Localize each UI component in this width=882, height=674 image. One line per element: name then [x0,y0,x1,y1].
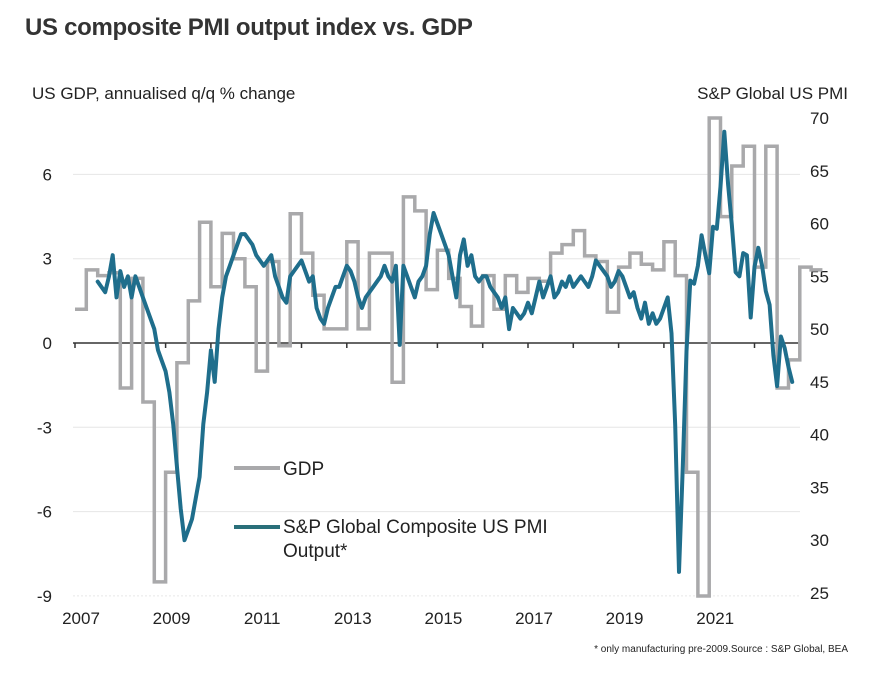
legend-label-pmi-line1: S&P Global Composite US PMI [283,517,548,538]
left-axis-ticks: 6 3 0 -3 -6 -9 [37,165,52,606]
right-tick-label: 65 [810,162,829,181]
right-tick-label: 55 [810,267,829,286]
series-group [75,116,823,598]
source-note: * only manufacturing pre-2009.Source : S… [594,644,848,655]
left-tick-label: 6 [43,165,52,184]
right-tick-label: 50 [810,320,829,339]
left-axis-label: US GDP, annualised q/q % change [32,84,296,103]
x-tick-label: 2019 [606,609,644,628]
legend-label-pmi-line2: Output* [283,541,348,562]
chart-title: US composite PMI output index vs. GDP [25,14,473,41]
x-tick-label: 2017 [515,609,553,628]
left-tick-label: 3 [43,250,52,269]
right-tick-label: 35 [810,478,829,497]
right-tick-label: 30 [810,531,829,550]
legend-label-gdp: GDP [283,459,324,480]
x-tick-label: 2009 [153,609,191,628]
x-tick-label: 2021 [696,609,734,628]
right-tick-label: 25 [810,584,829,603]
x-axis-ticks: 2007 2009 2011 2013 2015 2017 2019 2021 [62,609,734,628]
left-tick-label: -6 [37,503,52,522]
right-tick-label: 40 [810,426,829,445]
right-tick-label: 60 [810,215,829,234]
right-tick-label: 45 [810,373,829,392]
x-axis [73,342,801,348]
x-tick-label: 2007 [62,609,100,628]
left-tick-label: -3 [37,418,52,437]
right-axis-ticks: 70 65 60 55 50 45 40 35 30 25 [810,109,829,603]
right-tick-label: 70 [810,109,829,128]
left-tick-label: 0 [43,334,52,353]
right-axis-label: S&P Global US PMI [697,84,848,103]
legend: GDP S&P Global Composite US PMI Output* [234,459,548,562]
x-tick-label: 2015 [424,609,462,628]
x-tick-label: 2013 [334,609,372,628]
pmi-line [95,129,795,574]
x-tick-label: 2011 [244,609,281,628]
left-tick-label: -9 [37,587,52,606]
